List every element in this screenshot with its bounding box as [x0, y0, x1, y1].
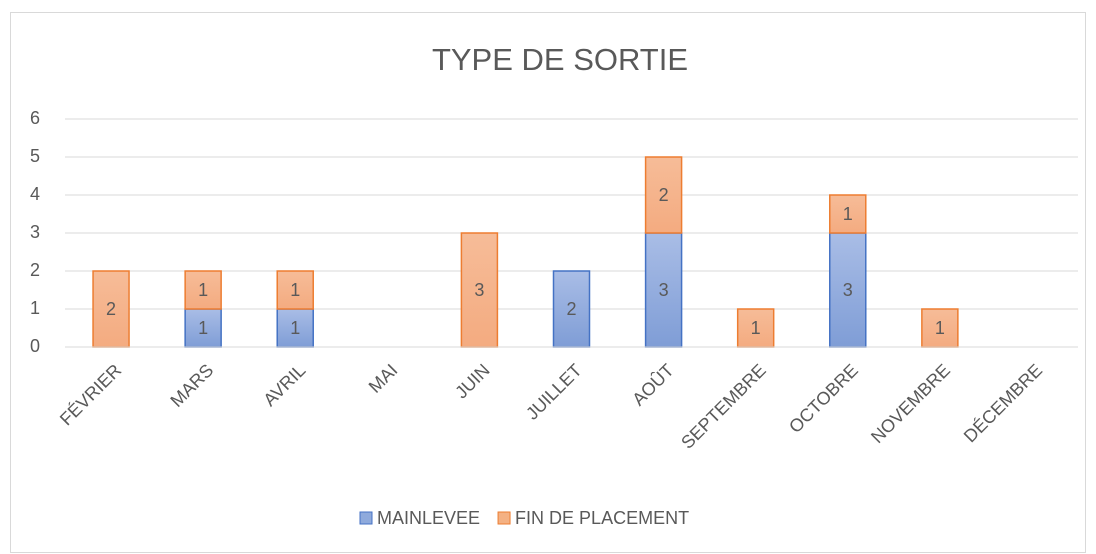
data-label: 2	[106, 299, 116, 319]
bar-segment	[184, 270, 222, 310]
data-label: 1	[290, 318, 300, 338]
data-label: 2	[659, 185, 669, 205]
bar-segment	[829, 232, 867, 348]
y-tick-label: 4	[30, 184, 40, 204]
y-tick-label: 0	[30, 336, 40, 356]
y-tick-label: 5	[30, 146, 40, 166]
data-label: 3	[843, 280, 853, 300]
data-label: 1	[198, 318, 208, 338]
chart-title: TYPE DE SORTIE	[432, 42, 688, 77]
bar-segment	[921, 308, 959, 348]
legend-label: FIN DE PLACEMENT	[515, 508, 689, 528]
data-label: 1	[935, 318, 945, 338]
y-tick-label: 2	[30, 260, 40, 280]
legend-swatch	[497, 511, 511, 525]
chart-frame	[10, 12, 1086, 553]
data-label: 1	[290, 280, 300, 300]
data-label: 3	[659, 280, 669, 300]
data-label: 1	[198, 280, 208, 300]
data-label: 3	[474, 280, 484, 300]
y-tick-label: 6	[30, 108, 40, 128]
bar-segment	[829, 194, 867, 234]
legend-swatch	[359, 511, 373, 525]
bar-segment	[276, 270, 314, 310]
bar-segment	[644, 156, 683, 234]
legend-label: MAINLEVEE	[377, 508, 480, 528]
data-label: 1	[751, 318, 761, 338]
data-label: 2	[566, 299, 576, 319]
y-tick-label: 1	[30, 298, 40, 318]
data-label: 1	[843, 204, 853, 224]
y-tick-label: 3	[30, 222, 40, 242]
